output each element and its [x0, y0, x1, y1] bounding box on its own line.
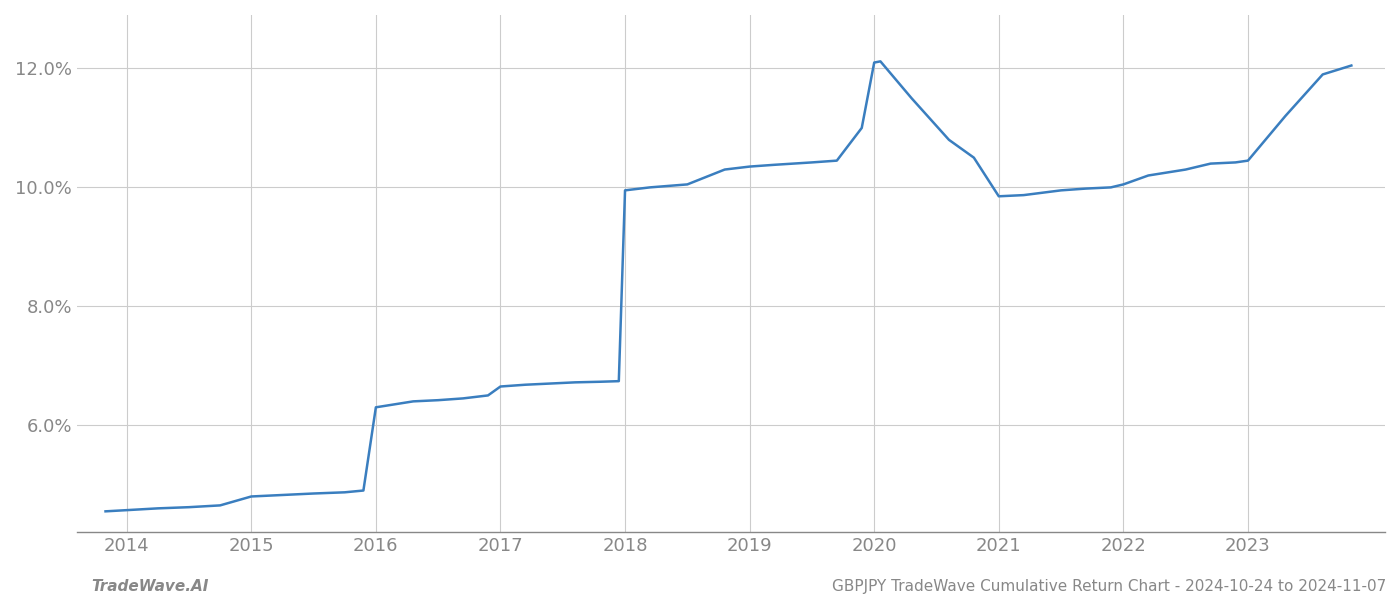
- Text: GBPJPY TradeWave Cumulative Return Chart - 2024-10-24 to 2024-11-07: GBPJPY TradeWave Cumulative Return Chart…: [832, 579, 1386, 594]
- Text: TradeWave.AI: TradeWave.AI: [91, 579, 209, 594]
